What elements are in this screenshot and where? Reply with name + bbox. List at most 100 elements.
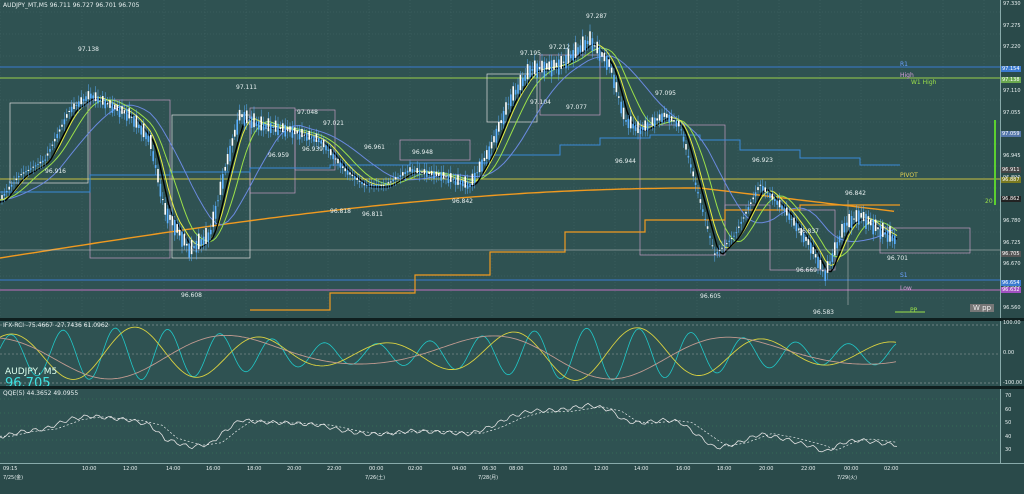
date-axis-label: 7/26(土)	[365, 475, 386, 481]
price-axis-label: 96.780	[1003, 218, 1021, 224]
price-annotation: 96.842	[845, 190, 866, 197]
chart-title: AUDJPY_MT,M5 96.711 96.727 96.701 96.705	[3, 2, 140, 9]
qqe-axis-label: 50	[1005, 420, 1012, 426]
price-annotation: 96.944	[615, 158, 636, 165]
time-axis-label: 20:00	[287, 466, 302, 472]
price-axis-label: 97.055	[1003, 109, 1021, 116]
date-axis-label: 7/29(火)	[837, 475, 858, 481]
time-axis-label: 09:15	[3, 466, 18, 472]
price-annotation: 96.701	[887, 255, 908, 262]
price-axis-label: 97.275	[1003, 22, 1021, 29]
price-chart-canvas[interactable]	[0, 0, 1000, 318]
price-tag: 97.154	[1001, 66, 1021, 72]
time-axis-label: 02:00	[884, 466, 899, 472]
time-axis-label: 10:00	[82, 466, 97, 472]
price-tag: 96.862	[1001, 196, 1021, 202]
time-axis-label: 00:00	[844, 466, 859, 472]
price-tag: 96.911	[1001, 167, 1021, 173]
time-axis[interactable]: 09:15 10:00 12:00 14:00 16:00 18:00 20:00 22:00…	[0, 463, 1024, 494]
qqe-axis-label: 60	[1005, 406, 1012, 413]
r1-level-label: R1	[900, 61, 908, 68]
qqe-title: QQE(5) 44.3652 49.0955	[3, 390, 79, 397]
price-annotation: 96.961	[364, 144, 385, 151]
price-annotation: 97.021	[323, 120, 344, 127]
price-annotation: 97.287	[586, 13, 607, 20]
price-annotation: 96.583	[813, 309, 834, 316]
time-axis-label: 08:00	[509, 466, 524, 472]
price-annotation: 96.837	[798, 228, 819, 235]
w1-high-level-label: W1 High	[911, 79, 937, 86]
price-annotation: 96.608	[181, 292, 202, 299]
price-annotation: 96.605	[700, 293, 721, 300]
price-annotation: 96.923	[752, 157, 773, 164]
price-tag: 96.632	[1001, 287, 1021, 293]
qqe-axis: 70 60 50 40 30	[1000, 389, 1024, 463]
time-axis-label: 20:00	[759, 466, 774, 472]
price-annotation: 96.916	[45, 168, 66, 175]
price-annotation: 96.959	[268, 152, 289, 159]
price-annotation: 97.095	[655, 90, 676, 97]
price-annotation: 96.939	[302, 146, 323, 153]
time-axis-label: 14:00	[634, 466, 649, 472]
qqe-indicator-pane[interactable]: QQE(5) 44.3652 49.0955	[0, 389, 1000, 463]
rci-indicator-pane[interactable]: IFX-RCI -75.4667 -27.7436 61.0962 AUDJPY…	[0, 321, 1000, 386]
time-axis-label: 04:00	[452, 466, 467, 472]
price-annotation: 97.077	[566, 104, 587, 111]
low-level-label: Low	[900, 285, 912, 292]
price-tag: 96.705	[1001, 251, 1021, 257]
price-annotation: 97.104	[530, 99, 551, 106]
time-axis-label: 02:00	[408, 466, 423, 472]
time-axis-label: 00:00	[369, 466, 384, 472]
pivot-level-label: PIVOT	[900, 172, 918, 179]
price-axis-label: 96.725	[1003, 239, 1021, 246]
symbol-label: AUDJPY, M5	[5, 367, 58, 377]
price-axis-label: 96.670	[1003, 261, 1021, 268]
price-tag: 96.887	[1001, 177, 1021, 183]
price-annotation: 96.842	[452, 198, 473, 205]
price-annotation: 97.138	[78, 46, 99, 53]
price-axis-label: 96.560	[1003, 304, 1021, 311]
qqe-axis-label: 40	[1005, 433, 1012, 440]
bar-marker-label: 20	[985, 198, 993, 205]
time-axis-label: 10:00	[553, 466, 568, 472]
main-chart-pane[interactable]: AUDJPY_MT,M5 96.711 96.727 96.701 96.705…	[0, 0, 1000, 318]
qqe-canvas	[0, 398, 1000, 454]
s1-level-label: S1	[900, 272, 908, 279]
time-axis-label: 18:00	[717, 466, 732, 472]
rci-axis-label: 100.00	[1003, 320, 1021, 326]
rci-axis: 100.00 0.00 -100.00	[1000, 320, 1024, 386]
date-axis-label: 7/28(月)	[478, 475, 499, 481]
price-axis[interactable]: 97.33097.27597.22097.16597.11097.05597.0…	[1000, 0, 1024, 318]
time-axis-label: 16:00	[206, 466, 221, 472]
price-annotation: 97.195	[520, 50, 541, 57]
price-tag: 97.138	[1001, 77, 1021, 83]
pp-level-label: PP	[910, 307, 918, 314]
rci-title: IFX-RCI -75.4667 -27.7436 61.0962	[3, 322, 109, 329]
time-axis-label: 12:00	[123, 466, 138, 472]
weekly-pivot-badge: W pp	[970, 304, 995, 312]
price-axis-label: 97.110	[1003, 87, 1021, 94]
price-tag: 97.059	[1001, 131, 1021, 137]
time-axis-label: 06:30	[482, 466, 497, 472]
qqe-axis-label: 30	[1005, 447, 1012, 453]
high-level-label: High	[900, 72, 914, 79]
price-annotation: 96.669	[796, 267, 817, 274]
price-annotation: 97.212	[549, 44, 570, 51]
time-axis-label: 14:00	[166, 466, 181, 472]
time-axis-label: 22:00	[801, 466, 816, 472]
rci-axis-label: 0.00	[1003, 350, 1015, 356]
pane-divider[interactable]	[0, 318, 1024, 321]
price-axis-label: 97.220	[1003, 44, 1021, 51]
pane-divider[interactable]	[0, 386, 1024, 389]
qqe-axis-label: 70	[1005, 393, 1012, 399]
time-axis-label: 22:00	[327, 466, 342, 472]
price-tag: 96.654	[1001, 280, 1021, 286]
price-annotation: 96.948	[412, 149, 433, 156]
time-axis-label: 16:00	[676, 466, 691, 472]
price-annotation: 96.818	[330, 208, 351, 215]
time-axis-label: 18:00	[247, 466, 262, 472]
price-axis-label: 96.615	[1003, 283, 1021, 290]
rci-axis-label: -100.00	[1003, 380, 1023, 386]
price-axis-label: 97.330	[1003, 1, 1021, 7]
